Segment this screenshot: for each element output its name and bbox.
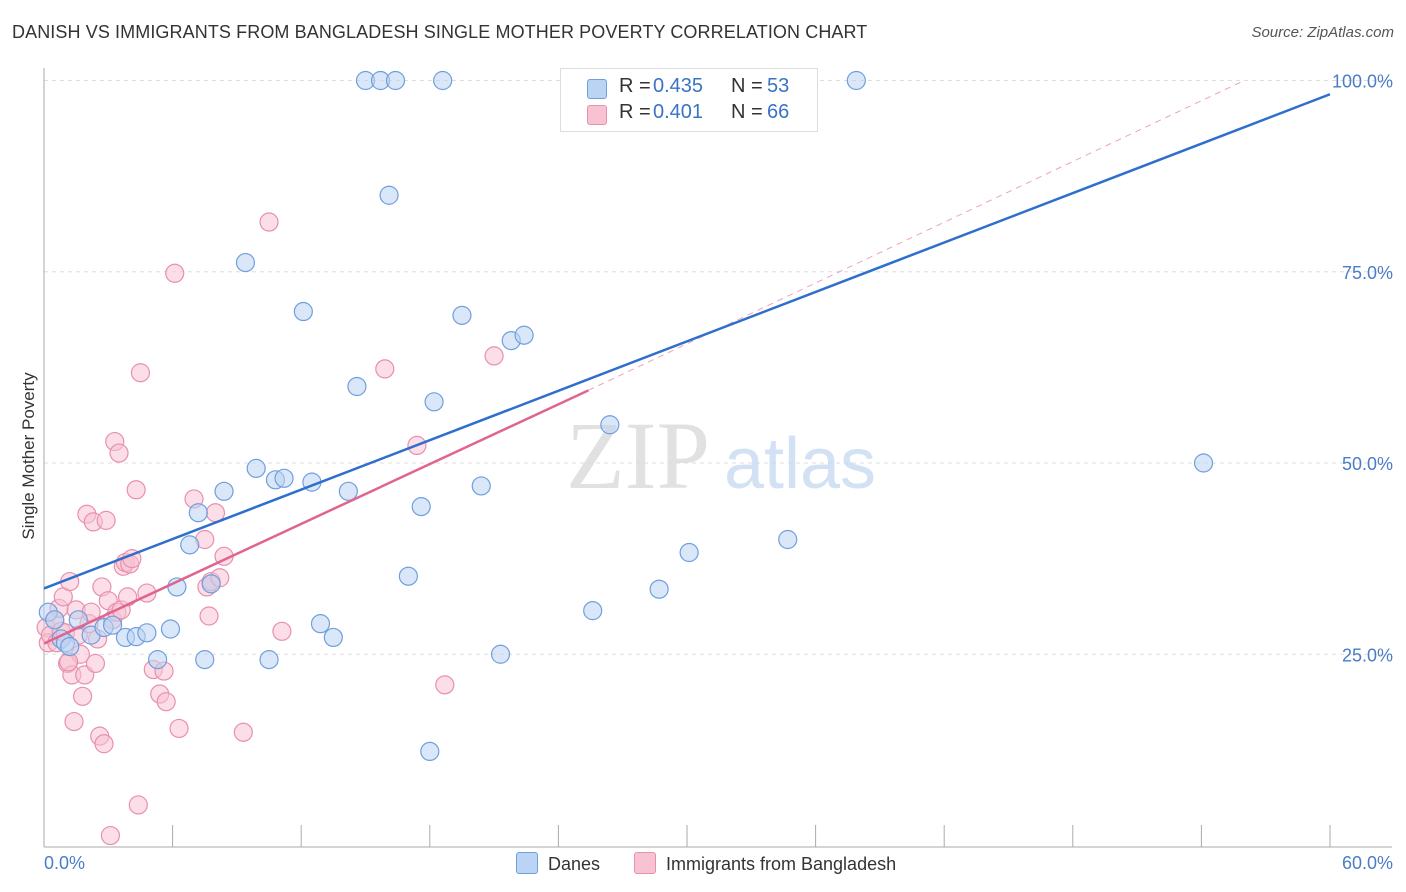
point-bangladesh — [130, 363, 151, 383]
y-tick-label: 25.0% — [1342, 645, 1393, 665]
point-danes — [274, 468, 294, 488]
point-bangladesh — [96, 510, 116, 530]
point-danes — [293, 301, 313, 322]
legend-n-label: N = — [731, 75, 763, 97]
point-danes — [433, 70, 453, 91]
point-danes — [490, 644, 511, 664]
y-tick-label: 75.0% — [1342, 263, 1393, 283]
point-danes — [201, 574, 221, 594]
point-bangladesh — [199, 606, 219, 626]
legend-r-value: 0.435 — [653, 75, 704, 97]
trend-line-bangladesh — [43, 389, 589, 645]
point-danes — [188, 503, 208, 523]
point-bangladesh — [72, 686, 93, 706]
point-danes — [310, 614, 331, 634]
point-bangladesh — [233, 722, 253, 742]
axes — [43, 68, 1392, 848]
point-danes — [45, 610, 65, 630]
y-tick-label: 100.0% — [1332, 72, 1393, 92]
trend-lines — [43, 80, 1331, 645]
point-bangladesh — [272, 621, 292, 641]
watermark-zip: ZIP — [566, 402, 710, 509]
point-danes — [649, 579, 669, 599]
point-bangladesh — [484, 346, 504, 366]
point-bangladesh — [156, 692, 176, 712]
point-danes — [379, 185, 399, 205]
point-danes — [411, 497, 431, 517]
point-danes — [214, 481, 234, 501]
point-bangladesh — [94, 734, 114, 754]
point-danes — [235, 252, 256, 273]
point-bangladesh — [85, 653, 106, 674]
point-danes — [160, 619, 181, 639]
point-danes — [137, 623, 157, 643]
point-danes — [600, 415, 620, 435]
point-danes — [180, 535, 200, 555]
y-tick-label: 50.0% — [1342, 454, 1393, 474]
chart-title: DANISH VS IMMIGRANTS FROM BANGLADESH SIN… — [12, 22, 868, 42]
point-danes — [338, 481, 358, 501]
legend: R = 0.435 N = 53 R = 0.401 N = 66 — [560, 68, 818, 132]
tick-labels: 25.0% 50.0% 75.0% 100.0% 0.0% 60.0% — [44, 72, 1393, 874]
point-danes — [347, 376, 367, 397]
legend-n-value: 53 — [767, 75, 790, 97]
bottom-legend-danes: Danes — [516, 852, 600, 876]
x-tick-label: 0.0% — [44, 853, 85, 873]
legend-n-label: N = — [731, 101, 763, 123]
watermark-atlas: atlas — [724, 424, 876, 504]
point-bangladesh — [165, 263, 185, 283]
point-bangladesh — [64, 711, 84, 732]
point-bangladesh — [259, 212, 279, 232]
point-danes — [385, 70, 406, 91]
point-danes — [68, 610, 88, 630]
point-danes — [246, 458, 266, 478]
legend-r-label: R = — [619, 75, 651, 97]
point-danes — [420, 741, 440, 762]
point-bangladesh — [100, 825, 121, 846]
point-danes — [323, 627, 343, 648]
point-bangladesh — [375, 359, 395, 379]
point-danes — [514, 325, 534, 345]
point-danes — [195, 650, 215, 670]
bottom-swatch-bangladesh — [634, 852, 656, 874]
legend-r-value: 0.401 — [653, 101, 704, 123]
bottom-swatch-danes — [516, 852, 538, 874]
bottom-legend-bangladesh: Immigrants from Bangladesh — [634, 852, 896, 876]
source-label: Source: ZipAtlas.com — [1251, 24, 1394, 41]
trend-line-danes — [43, 93, 1331, 590]
point-danes — [102, 615, 123, 635]
point-danes — [471, 476, 491, 496]
watermark: ZIP atlas — [566, 402, 876, 509]
point-danes — [259, 650, 279, 670]
legend-swatch-bangladesh — [587, 105, 607, 125]
point-bangladesh — [117, 587, 138, 607]
point-danes — [583, 601, 603, 621]
legend-n-value: 66 — [767, 101, 790, 123]
point-danes — [60, 636, 80, 657]
point-bangladesh — [435, 675, 455, 695]
point-bangladesh — [169, 718, 189, 739]
point-danes — [147, 650, 168, 670]
point-danes — [1193, 453, 1214, 473]
legend-r-label: R = — [619, 101, 651, 123]
point-bangladesh — [109, 443, 129, 463]
point-danes — [846, 70, 866, 91]
legend-swatch-danes — [587, 79, 607, 99]
point-danes — [398, 566, 418, 586]
bottom-legend-label: Danes — [548, 854, 601, 874]
x-tick-label: 60.0% — [1342, 853, 1393, 873]
point-danes — [778, 529, 798, 550]
bottom-legend-label: Immigrants from Bangladesh — [666, 854, 897, 874]
point-bangladesh — [128, 795, 148, 815]
y-axis-label: Single Mother Poverty — [19, 372, 38, 540]
point-danes — [679, 542, 699, 563]
grid-lines — [44, 80, 1392, 655]
point-bangladesh — [126, 480, 146, 500]
point-danes — [424, 392, 444, 412]
point-danes — [452, 305, 472, 325]
